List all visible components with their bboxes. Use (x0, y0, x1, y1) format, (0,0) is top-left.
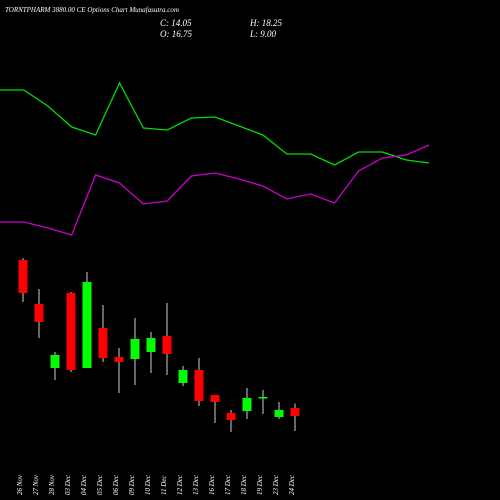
candle-body (18, 260, 28, 294)
indicator-line (0, 81, 430, 166)
x-tick-label: 06 Dec (112, 474, 120, 495)
candle-body (290, 408, 300, 416)
candle-body (274, 410, 284, 418)
indicator-line (0, 144, 430, 236)
x-tick-label: 28 Nov (48, 474, 56, 495)
x-tick-label: 04 Dec (80, 474, 88, 495)
x-tick-label: 24 Dec (288, 474, 296, 495)
candle-body (34, 304, 44, 323)
candle-body (114, 357, 124, 363)
x-tick-label: 09 Dec (128, 474, 136, 495)
info-close: C: 14.05 (160, 18, 192, 28)
info-high: H: 18.25 (249, 18, 282, 28)
candle-body (242, 398, 252, 411)
candle-body (178, 370, 188, 383)
x-tick-label: 27 Nov (32, 474, 40, 495)
candle-body (258, 397, 268, 399)
x-tick-label: 18 Dec (240, 474, 248, 495)
x-tick-label: 05 Dec (96, 474, 104, 495)
x-tick-label: 26 Nov (16, 474, 24, 495)
x-tick-label: 19 Dec (256, 474, 264, 495)
candle-body (226, 413, 236, 420)
x-tick-label: 13 Dec (192, 474, 200, 495)
x-tick-label: 10 Dec (144, 474, 152, 495)
candle-body (146, 338, 156, 352)
candle-body (82, 282, 92, 368)
candle-body (50, 354, 60, 368)
candle-body (130, 338, 140, 359)
candle-body (98, 328, 108, 359)
info-low: L: 9.00 (249, 29, 277, 39)
x-tick-label: 23 Dec (272, 474, 280, 495)
candle-body (210, 394, 220, 403)
candle-body (194, 370, 204, 402)
x-tick-label: 16 Dec (208, 474, 216, 495)
x-tick-label: 11 Dec (160, 475, 168, 495)
candle-body (66, 293, 76, 371)
x-tick-label: 03 Dec (64, 474, 72, 495)
candle-body (162, 336, 172, 355)
x-tick-label: 17 Dec (224, 474, 232, 495)
info-open: O: 16.75 (160, 29, 192, 39)
chart-title: TORNTPHARM 3880.00 CE Options Chart Muna… (5, 6, 179, 14)
x-tick-label: 12 Dec (176, 474, 184, 495)
